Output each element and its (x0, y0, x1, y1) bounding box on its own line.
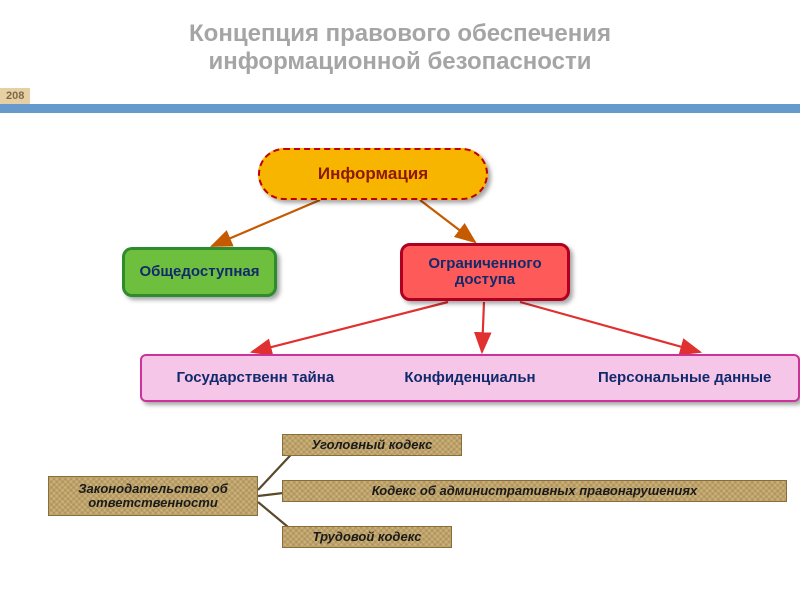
node-restricted-label: Ограниченного доступа (403, 256, 567, 289)
node-criminal-code-label: Уголовный кодекс (312, 438, 433, 452)
category-confidential: Конфиденциальн (363, 370, 578, 387)
node-admin-code: Кодекс об административных правонарушени… (282, 480, 787, 502)
divider-bar (0, 104, 800, 113)
page-number-text: 208 (6, 90, 24, 102)
node-public: Общедоступная (122, 247, 277, 297)
node-admin-code-label: Кодекс об административных правонарушени… (372, 484, 697, 498)
node-public-label: Общедоступная (139, 264, 259, 281)
title-line-1: Концепция правового обеспечения (0, 20, 800, 48)
node-labor-code: Трудовой кодекс (282, 526, 452, 548)
node-labor-code-label: Трудовой кодекс (312, 530, 421, 544)
page-title: Концепция правового обеспечения информац… (0, 20, 800, 75)
node-restricted: Ограниченного доступа (400, 243, 570, 301)
node-legislation: Законодательство об ответственности (48, 476, 258, 516)
node-legislation-label: Законодательство об ответственности (55, 482, 251, 511)
node-criminal-code: Уголовный кодекс (282, 434, 462, 456)
category-state-secret: Государственн тайна (148, 370, 363, 387)
title-line-2: информационной безопасности (0, 48, 800, 76)
category-personal-data: Персональные данные (577, 370, 792, 387)
page-number-badge: 208 (0, 88, 30, 104)
node-categories-bar: Государственн тайна Конфиденциальн Персо… (140, 354, 800, 402)
node-information: Информация (258, 148, 488, 200)
node-information-label: Информация (318, 165, 428, 184)
